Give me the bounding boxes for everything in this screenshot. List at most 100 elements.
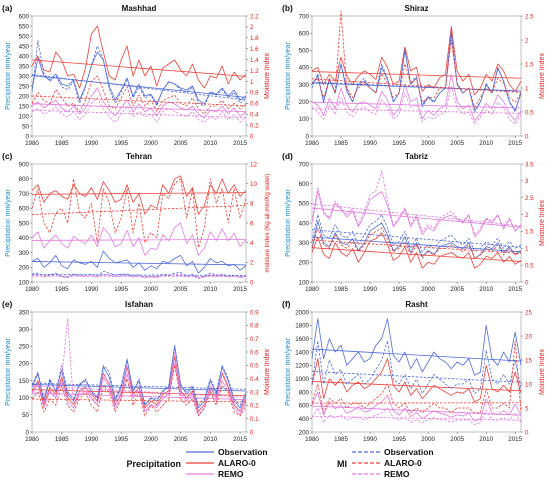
series-line-mi-observation [311,29,522,113]
y2-tick-label: 0.5 [525,109,534,116]
x-tick-label: 2015 [508,140,522,147]
x-tick-label: 1990 [85,140,99,147]
x-tick-label: 2000 [144,436,158,443]
series-line-mi-observation [31,344,247,406]
y-tick-label: 1800 [295,323,309,330]
y-tick-label: 350 [19,309,30,316]
series-line-mi-alaro-0 [311,10,522,108]
y-tick-label: 500 [299,201,310,208]
x-tick-label: 1995 [114,436,128,443]
series-line-mi-alaro-0 [31,178,247,249]
x-tick-label: 1980 [25,436,39,443]
y2-tick-label: 0.1 [250,416,259,423]
trend-line [311,247,522,262]
panel-d: 100 200 300 400 500 600 700 0 0.5 1 1.5 2 2.5 3 3.5 198… [282,151,546,293]
legend-item: ALARO-0 [384,458,422,468]
plot-area [31,15,247,137]
y-tick-label: 400 [19,53,30,60]
y2-tick-label: 12 [250,161,257,168]
x-tick-label: 2005 [174,140,188,147]
y-tick-label: 500 [299,48,310,55]
trend-line [311,71,522,79]
trend-line [311,415,522,421]
x-tick-label: 2015 [233,140,247,147]
legend-title-precipitation: Precipitation [126,459,181,469]
y2-tick-label: 0 [250,279,254,286]
y-axis-label: Precipitation mm/year [285,337,292,405]
y2-tick-label: 1.4 [250,57,259,64]
legend-item: REMO [218,469,244,479]
y-tick-label: 300 [19,73,30,80]
y-tick-label: 200 [19,265,30,272]
y2-tick-label: 0.4 [250,376,259,383]
y-tick-label: 600 [19,206,30,213]
x-tick-label: 2010 [203,286,217,293]
series-line-mi-alaro-0 [311,340,522,414]
trend-line [31,109,247,119]
x-tick-label: 1990 [363,140,377,147]
y2-tick-label: 20 [525,333,532,340]
trend-line [311,108,522,114]
y2-tick-label: 6 [250,220,254,227]
y2-axis-label: Moisture Index [539,200,546,246]
panel-label: (d) [282,151,293,161]
y2-axis-label: Moisture Index [264,53,271,99]
y2-axis-label: Moisture Index [539,349,546,395]
x-tick-label: 2005 [450,286,464,293]
y2-tick-label: 3.5 [525,161,534,168]
y2-tick-label: 0.6 [250,349,259,356]
y-axis-label: Precipitation mm/year [5,188,12,256]
y2-tick-label: 0.4 [250,111,259,118]
panel-label: (b) [282,3,293,13]
y2-tick-label: 10 [250,181,257,188]
y-tick-label: 200 [299,99,310,106]
y2-tick-label: 2 [525,37,529,44]
series-line-mi-alaro-0 [311,227,522,259]
x-tick-label: 2005 [174,286,188,293]
series-line-precip-remo [31,362,247,416]
y-tick-label: 100 [19,395,30,402]
y-tick-label: 600 [299,181,310,188]
y-tick-label: 400 [299,220,310,227]
y-tick-label: 400 [299,416,310,423]
x-tick-label: 2000 [421,140,435,147]
chart-title: Shiraz [404,4,428,13]
plot-area [31,311,247,433]
x-tick-label: 2005 [450,436,464,443]
x-tick-label: 1990 [363,436,377,443]
y-tick-label: 600 [299,30,310,37]
y2-tick-label: 2 [250,24,254,31]
y2-axis-label: Moisture Index [539,53,546,99]
x-tick-label: 2015 [508,286,522,293]
y2-tick-label: 1.8 [250,35,259,42]
chart-title: Tehran [126,152,152,161]
y-tick-label: 100 [19,113,30,120]
x-tick-label: 2000 [144,140,158,147]
y-tick-label: 800 [299,389,310,396]
trend-line [311,78,522,93]
legend-item: ALARO-0 [218,458,256,468]
y-tick-label: 700 [299,13,310,20]
y-tick-label: 1200 [295,363,309,370]
y-tick-label: 1400 [295,349,309,356]
panel-b: 0 100 200 300 400 500 600 700 0 0.5 1 1.5 2 2.5 1980 19… [282,3,546,147]
y2-tick-label: 0.8 [250,90,259,97]
series-line-precip-observation [311,220,522,259]
y-tick-label: 100 [299,279,310,286]
series-line-precip-alaro-0 [311,25,522,96]
y-tick-label: 450 [19,43,30,50]
series-line-precip-alaro-0 [31,25,247,89]
y-tick-label: 500 [19,220,30,227]
y2-tick-label: 1.6 [250,46,259,53]
series-line-precip-alaro-0 [311,358,522,403]
trend-line [31,261,247,266]
series-line-mi-remo [31,318,247,413]
y-tick-label: 900 [19,161,30,168]
panel-label: (f) [282,299,291,309]
y-tick-label: 350 [19,63,30,70]
y-tick-label: 300 [19,250,30,257]
legend-item: Observation [218,447,268,457]
y2-tick-label: 0.6 [250,101,259,108]
panel-label: (a) [2,3,13,13]
y2-tick-label: 10 [525,381,532,388]
